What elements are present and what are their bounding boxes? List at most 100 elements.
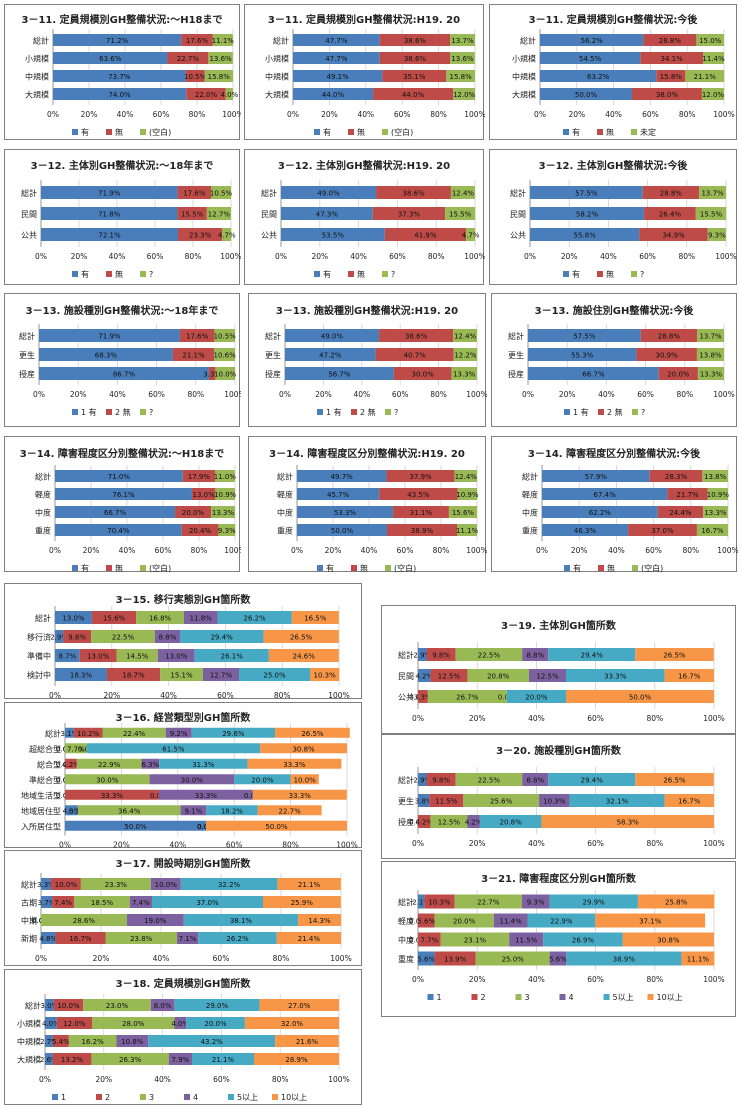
x-tick-label: 100% [703, 714, 724, 723]
data-label: 57.5% [573, 333, 596, 341]
data-label: 13.3% [704, 509, 727, 517]
bar-segment [150, 878, 181, 890]
category-label: 中度 [398, 935, 414, 945]
data-label: 71.9% [98, 333, 121, 341]
bar-segment [429, 794, 464, 807]
data-label: 11.1% [687, 956, 710, 964]
legend-swatch [632, 565, 638, 571]
data-label: 41.9% [414, 232, 437, 240]
bar-segment [697, 367, 724, 380]
x-tick-label: 20% [70, 390, 87, 399]
data-label: 15.6% [103, 615, 126, 623]
bar-segment [699, 186, 726, 199]
x-tick-label: 100% [466, 546, 487, 555]
bar-segment [454, 470, 477, 482]
bar-segment [291, 611, 339, 624]
category-label: 軽度 [522, 490, 538, 500]
bar-segment [426, 648, 456, 661]
legend-swatch [348, 129, 354, 135]
legend-label: 無 [357, 127, 365, 137]
x-tick-label: 0% [47, 110, 59, 119]
bar-segment [387, 524, 458, 536]
bar-segment [527, 913, 596, 928]
data-label: 7.7% [420, 937, 438, 945]
bar-segment [293, 52, 380, 64]
data-label: 13.6% [451, 55, 474, 63]
legend-label: 有 [81, 563, 89, 573]
bar-segment [298, 914, 341, 926]
x-tick-label: 80% [430, 110, 447, 119]
data-label: 10.2% [77, 730, 100, 738]
legend-label: 有 [572, 269, 580, 279]
x-tick-label: 0% [35, 252, 47, 261]
x-tick-label: 40% [109, 390, 126, 399]
data-label: 2.7% [40, 1038, 58, 1046]
bar-segment [639, 228, 708, 241]
x-tick-label: 0% [275, 252, 287, 261]
data-label: 22.4% [123, 730, 146, 738]
x-tick-label: 40% [119, 546, 136, 555]
bar-segment [260, 743, 347, 754]
x-tick-label: 0% [49, 691, 61, 700]
data-label: 22.0% [195, 91, 218, 99]
x-tick-label: 100% [222, 110, 241, 119]
legend-swatch [351, 409, 357, 415]
data-label: 11.5% [515, 937, 538, 945]
legend-label: 1 [437, 993, 442, 1002]
data-label: 9.3% [708, 232, 726, 240]
bar-segment [540, 88, 632, 100]
legend-swatch [598, 565, 604, 571]
data-label: 30.9% [656, 352, 679, 360]
chart-panel-3-11-h18: 3－11. 定員規模別GH整備状況:～H18まで 総計 71.2% 17.6% 11.… [4, 4, 241, 140]
x-tick-label: 100% [220, 252, 241, 261]
data-label: 30.0% [181, 776, 204, 784]
chart-svg: 総計 2.9% 9.8% 22.5% 8.8% 29.4% 26.5% 民間 4.2% 12.5%… [398, 642, 725, 723]
bar-segment [65, 743, 87, 754]
legend-swatch [564, 409, 570, 415]
x-tick-label: 40% [600, 252, 617, 261]
bar-segment [172, 348, 215, 361]
data-label: 10.0% [57, 1002, 80, 1010]
bar-segment [239, 668, 311, 681]
data-label: 13.7% [701, 190, 724, 198]
category-label: 授産 [398, 817, 414, 827]
data-label: 24.6% [293, 653, 316, 661]
bar-segment [522, 773, 549, 786]
bar-segment [418, 932, 441, 947]
data-label: 16.2% [82, 1038, 105, 1046]
chart-panel-3-19: 3－19. 主体別GH箇所数 総計 2.9% 9.8% 22.5% 8.8% 29.4% 2… [381, 605, 736, 734]
bar-segment [479, 815, 542, 828]
bar-segment [285, 348, 376, 361]
bar-segment [65, 789, 159, 800]
data-label: 28.8% [659, 37, 682, 45]
data-label: 38.6% [405, 333, 428, 341]
x-tick-label: 20% [81, 110, 98, 119]
chart-panel-3-20: 3－20. 施設種別GH箇所数 総計 2.9% 9.8% 22.5% 8.8% 29.4%… [381, 734, 736, 859]
data-label: 4.0% [171, 1020, 189, 1028]
data-label: 16.8% [149, 615, 172, 623]
bar-segment [375, 348, 454, 361]
category-label: 民間 [261, 210, 277, 219]
data-label: 15.0% [699, 37, 722, 45]
bar-segment [194, 649, 269, 662]
x-tick-label: 60% [147, 252, 164, 261]
legend-swatch [317, 409, 323, 415]
data-label: 3.1% [60, 730, 78, 738]
x-tick-label: 80% [273, 954, 290, 963]
bar-segment [73, 727, 103, 738]
x-tick-label: 100% [703, 975, 724, 984]
category-label: 総計 [21, 880, 37, 890]
data-label: 11.1% [212, 37, 235, 45]
x-tick-label: 100% [466, 390, 487, 399]
category-label: 総計 [398, 897, 414, 907]
chart-svg: 総計 3.3% 10.0% 23.3% 10.0% 32.2% 21.1%古期 3.7%7.4… [21, 873, 352, 963]
data-label: 23.3% [189, 232, 212, 240]
bar-segment [569, 794, 665, 807]
category-label: 総計 [25, 1001, 41, 1011]
legend-label: 無 [357, 269, 365, 279]
legend-label: 3 [149, 1093, 154, 1102]
category-label: 重度 [35, 526, 51, 536]
bar-segment [379, 488, 458, 500]
x-tick-label: 40% [528, 714, 545, 723]
bar-segment [202, 668, 240, 681]
